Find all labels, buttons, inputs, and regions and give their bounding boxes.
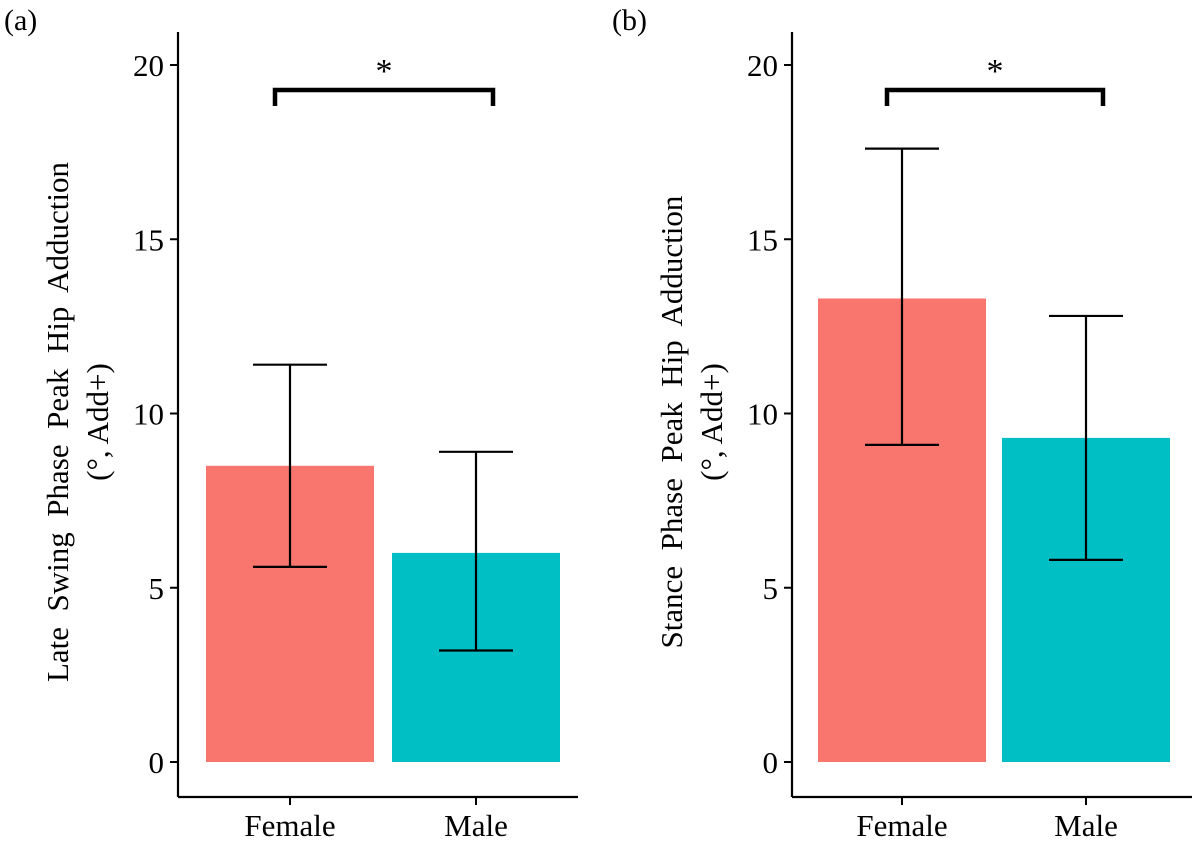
y-tick-label: 10 <box>747 397 778 432</box>
x-tick-label-female: Female <box>244 808 335 842</box>
significance-marker: * <box>987 53 1004 90</box>
significance-marker: * <box>376 53 393 90</box>
significance-bracket <box>272 87 496 106</box>
panel-a-label: (a) <box>4 4 37 37</box>
y-tick-label: 15 <box>133 222 164 257</box>
y-axis-label-units: (°, Add+) <box>694 363 729 481</box>
y-axis-label: Late Swing Phase Peak Hip Adduction <box>40 161 75 682</box>
y-tick-label: 15 <box>747 222 778 257</box>
x-tick-label-male: Male <box>444 808 508 842</box>
panel-b-label: (b) <box>612 4 647 37</box>
y-tick-label: 0 <box>763 745 779 780</box>
y-tick-label: 0 <box>149 745 165 780</box>
y-tick-label: 20 <box>747 48 778 83</box>
panel-a: (a) 0 5 10 15 20 Female Male Late Swing Phase P… <box>4 4 578 842</box>
y-axis-label: Stance Phase Peak Hip Adduction <box>654 195 689 648</box>
y-tick-label: 10 <box>133 397 164 432</box>
y-axis-label-units: (°, Add+) <box>80 363 115 481</box>
panel-b: (b) 0 5 10 15 20 Female Male Stance Phase Peak … <box>612 4 1192 842</box>
x-tick-label-female: Female <box>856 808 947 842</box>
y-tick-label: 20 <box>133 48 164 83</box>
y-tick-label: 5 <box>149 571 165 606</box>
x-tick-label-male: Male <box>1054 808 1118 842</box>
y-tick-label: 5 <box>763 571 779 606</box>
significance-bracket <box>884 87 1106 106</box>
